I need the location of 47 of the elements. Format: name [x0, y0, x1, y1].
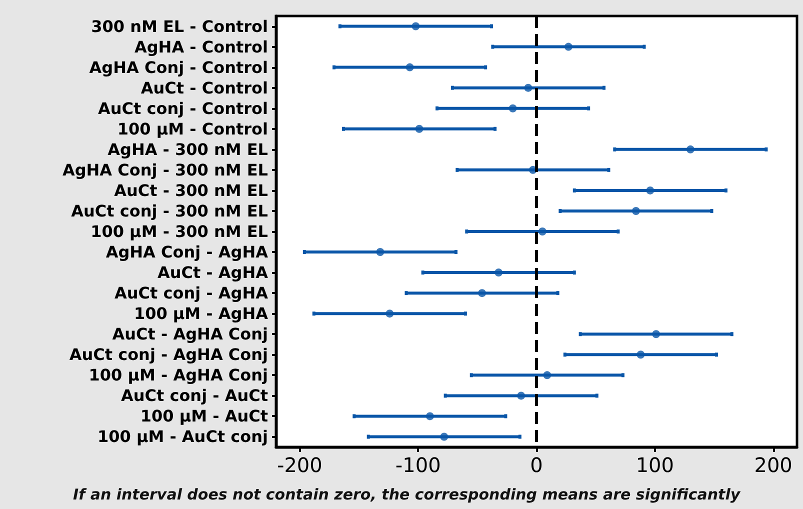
point [440, 432, 448, 441]
point [636, 350, 645, 359]
y-tick-label: AgHA - 300 nM EL [108, 140, 268, 159]
x-tick-label: -200 [276, 453, 322, 477]
point [632, 206, 640, 215]
y-tick-label: AuCt - Control [140, 78, 268, 98]
y-tick-label: AuCt - AgHA Conj [112, 324, 268, 344]
point [646, 186, 654, 194]
y-tick-label: AgHA - Control [134, 37, 268, 56]
x-tick-label: -100 [395, 453, 441, 477]
y-tick-label: 100 µM - AuCt conj [97, 427, 268, 446]
y-tick-label: AuCt - 300 nM EL [114, 180, 268, 200]
point [386, 310, 394, 318]
y-tick-label: AgHA Conj - 300 nM EL [62, 160, 268, 180]
x-tick-label: 100 [636, 453, 674, 477]
y-tick-label: 100 µM - AuCt [140, 406, 268, 426]
y-tick-label: AuCt conj - 300 nM EL [71, 201, 268, 220]
x-tick-label: 200 [754, 453, 792, 477]
point [376, 248, 384, 256]
y-tick-label: AuCt - AgHA [157, 263, 269, 282]
point [406, 63, 414, 72]
point [686, 145, 694, 154]
text: If an interval does not contain zero, the corresponding means are significantly [73, 486, 742, 504]
point [426, 412, 434, 420]
y-tick-label: 100 µM - Control [117, 119, 268, 138]
point [415, 124, 424, 133]
x-tick-label: 0 [530, 453, 543, 477]
y-tick-label: AuCt conj - AgHA Conj [69, 345, 268, 364]
point [524, 84, 532, 92]
y-tick-label: 300 nM EL - Control [91, 16, 268, 36]
y-tick-label: AgHA Conj - Control [89, 58, 268, 77]
y-tick-label: AuCt conj - Control [98, 98, 268, 118]
point [652, 330, 660, 338]
point [494, 268, 503, 277]
point [564, 42, 572, 51]
y-tick-label: 100 µM - AgHA Conj [88, 366, 268, 385]
y-tick-label: AuCt conj - AgHA [114, 284, 269, 303]
y-tick-label: 100 µM - AgHA [134, 304, 269, 324]
point [538, 228, 546, 236]
y-tick-label: 100 µM - 300 nM EL [90, 222, 268, 241]
point [508, 104, 517, 112]
point [517, 392, 526, 400]
point [478, 289, 486, 298]
y-tick-label: AuCt conj - AuCt [120, 386, 268, 406]
y-tick-label: AgHA Conj - AgHA [106, 242, 269, 262]
point [412, 22, 420, 30]
point [543, 371, 552, 380]
